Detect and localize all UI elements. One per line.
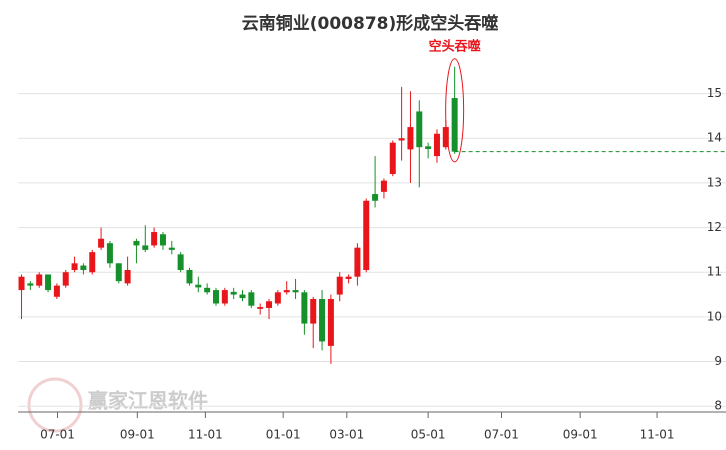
candle-body	[168, 247, 175, 250]
candle-body	[212, 290, 219, 304]
candle-body	[142, 245, 149, 250]
pattern-highlight	[445, 58, 465, 163]
candle-body	[18, 276, 25, 291]
candle-body	[89, 252, 96, 273]
y-tick-label: 9	[714, 354, 722, 368]
candle-body	[195, 284, 202, 288]
candle-body	[248, 292, 255, 306]
chart-title: 云南铜业(000878)形成空头吞噬	[242, 13, 499, 34]
candle-body	[301, 292, 308, 324]
x-tick-label: 11-01	[188, 428, 223, 442]
candle-body	[124, 269, 131, 284]
candle-body	[310, 299, 317, 324]
candle-body	[80, 265, 87, 270]
candle-body	[36, 274, 43, 286]
x-tick-label: 09-01	[120, 428, 155, 442]
candle-body	[389, 142, 396, 174]
y-tick-label: 10	[707, 309, 722, 323]
candle-body	[257, 307, 264, 309]
x-tick-label: 09-01	[563, 428, 598, 442]
y-tick-label: 11	[707, 265, 722, 279]
y-tick-label: 13	[707, 175, 722, 189]
candle-body	[283, 290, 290, 293]
candle-body	[433, 133, 440, 157]
candle-body	[239, 294, 246, 299]
candle-body	[106, 243, 113, 264]
candle-body	[274, 292, 281, 304]
watermark-logo	[27, 377, 83, 433]
candle-body	[186, 269, 193, 284]
candle-body	[204, 287, 211, 293]
candle-body	[133, 240, 140, 246]
x-tick-label: 05-01	[411, 428, 446, 442]
candle-body	[336, 276, 343, 295]
candle-body	[151, 232, 158, 246]
candle-body	[416, 111, 423, 148]
candle-body	[319, 299, 326, 342]
candle-body	[221, 290, 228, 304]
candle-body	[230, 291, 237, 295]
y-tick-label: 8	[714, 399, 722, 413]
y-tick-label: 15	[707, 86, 722, 100]
candle-body	[372, 194, 379, 201]
candle-body	[98, 238, 105, 248]
candle-body	[380, 180, 387, 192]
x-tick-label: 01-01	[266, 428, 301, 442]
candle-body	[407, 127, 414, 150]
candle-body	[115, 263, 122, 282]
y-tick-label: 14	[707, 131, 722, 145]
candle-body	[354, 247, 361, 277]
x-tick-label: 07-01	[484, 428, 519, 442]
x-tick-label: 03-01	[329, 428, 364, 442]
candle-body	[71, 263, 78, 270]
candle-body	[27, 283, 34, 286]
candle-body	[177, 254, 184, 270]
candle-body	[53, 285, 60, 297]
y-tick-label: 12	[707, 220, 722, 234]
candle-body	[398, 138, 405, 141]
watermark: 赢家江恩软件	[88, 389, 208, 413]
candle-body	[62, 272, 69, 286]
annotation: 空头吞噬	[429, 38, 481, 54]
candle-body	[292, 290, 299, 293]
candle-body	[159, 234, 166, 246]
candle-body	[266, 301, 273, 308]
candle-body	[327, 299, 334, 346]
x-tick-label: 11-01	[640, 428, 675, 442]
candle-body	[451, 98, 458, 152]
candle-body	[45, 274, 52, 291]
candle-body	[442, 127, 449, 148]
candle-body	[425, 146, 432, 149]
candle-body	[363, 200, 370, 270]
candle-body	[345, 276, 352, 279]
x-tick-label: 07-01	[40, 428, 75, 442]
